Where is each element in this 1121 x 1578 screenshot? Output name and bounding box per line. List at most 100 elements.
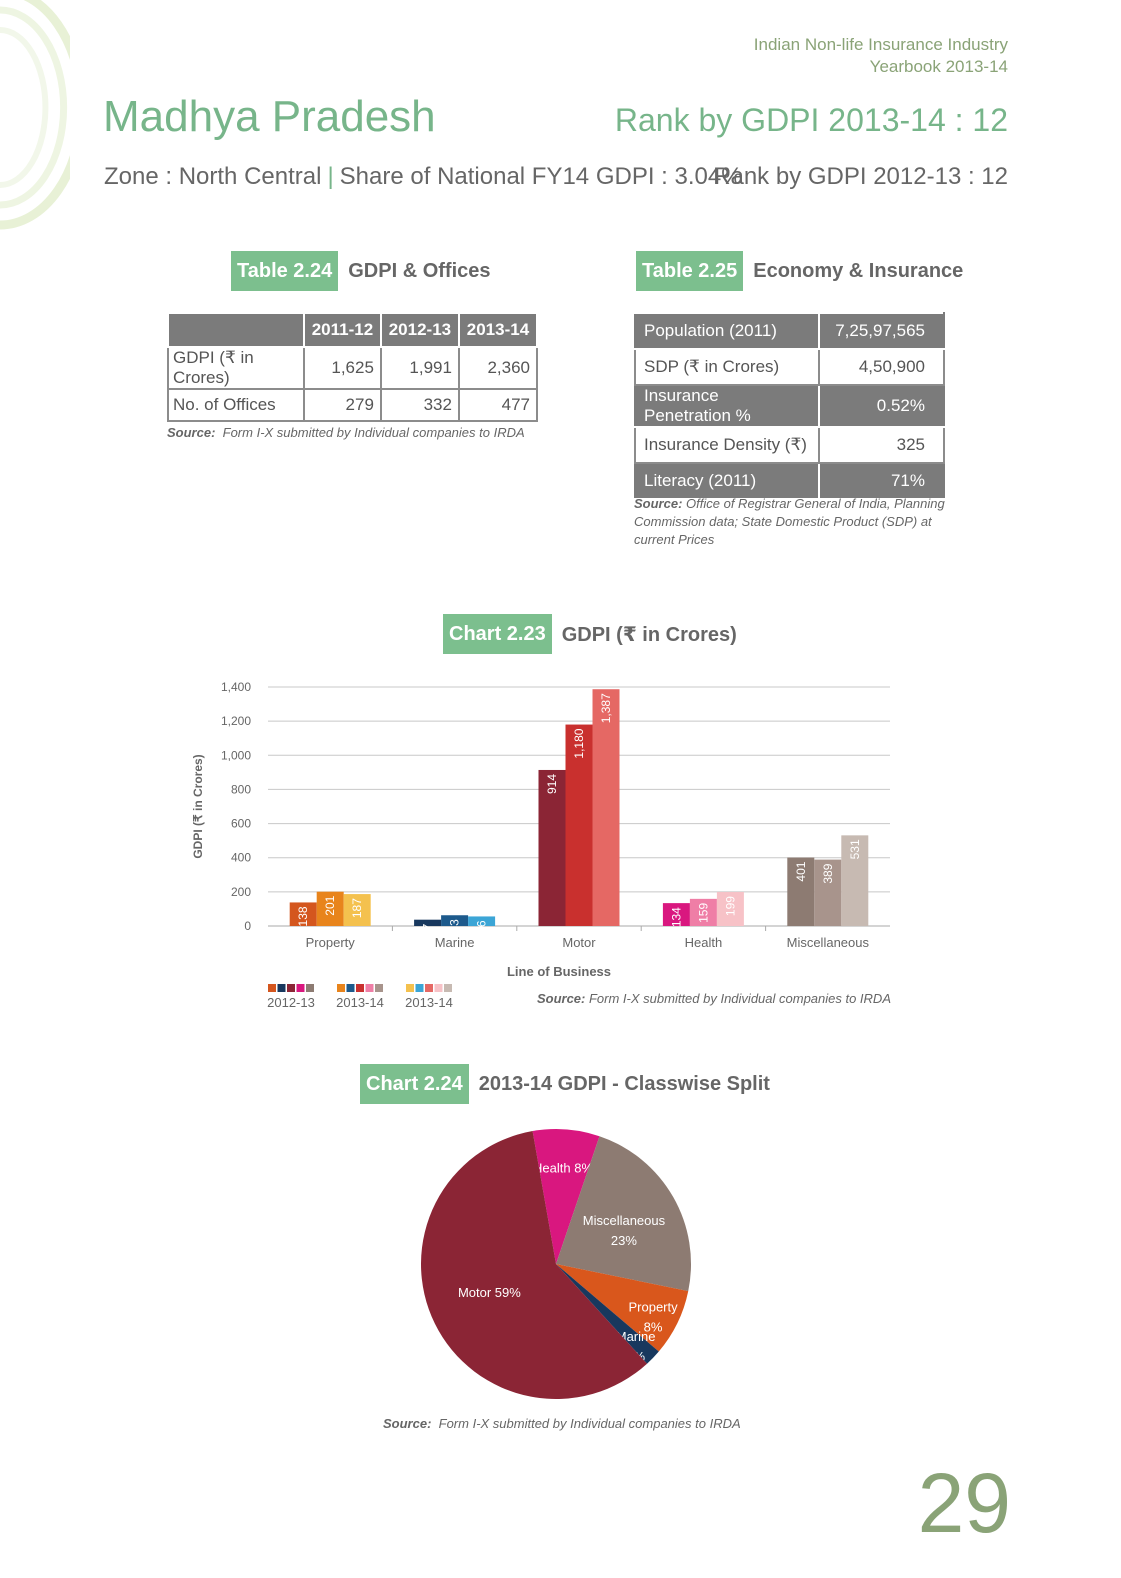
legend-swatch: [365, 984, 374, 992]
bar: [316, 891, 344, 926]
legend-swatch: [306, 984, 314, 992]
source-text: Form I-X submitted by Individual compani…: [222, 425, 525, 440]
separator: |: [327, 163, 334, 190]
table-row: Population (2011) 7,25,97,565: [634, 312, 945, 350]
bar-value-label: 134: [669, 907, 683, 927]
cell: 325: [818, 426, 945, 464]
table-header-row: 2011-12 2012-13 2013-14: [167, 312, 539, 348]
bar: [689, 898, 717, 926]
source-line-1: Office of Registrar General of India, Pl…: [686, 496, 945, 511]
legend-swatch: [346, 984, 355, 992]
row-label: No. of Offices: [167, 388, 305, 422]
publication-line-1: Indian Non-life Insurance Industry: [753, 35, 1008, 54]
table-title: Economy & Insurance: [753, 259, 964, 282]
cell: 0.52%: [818, 384, 945, 428]
x-tick-label: Property: [306, 935, 356, 950]
bar-value-label: 914: [545, 774, 559, 794]
y-axis-title: GDPI (₹ in Crores): [191, 754, 205, 858]
table-2-24-caption: Table 2.24 GDPI & Offices: [231, 251, 491, 291]
x-tick-label: Health: [685, 935, 723, 950]
x-tick-label: Motor: [562, 935, 596, 950]
table-row: Literacy (2011) 71%: [634, 462, 945, 500]
pie-slice: [420, 1131, 648, 1399]
source-line-2: Commission data; State Domestic Product …: [634, 514, 932, 529]
cell: 2,360: [457, 346, 539, 390]
legend-swatch: [406, 984, 414, 992]
bar: [592, 689, 620, 926]
pie-slice: [556, 1264, 689, 1352]
cell: 279: [303, 388, 382, 422]
legend-label: 2013-14: [405, 995, 453, 1010]
cell: 1,991: [379, 346, 460, 390]
row-label: Literacy (2011): [634, 462, 820, 500]
legend-swatch: [434, 984, 443, 992]
table-tag: Table 2.25: [636, 251, 744, 291]
source-label: Source:: [634, 496, 683, 511]
table-row: GDPI (₹ in Crores) 1,625 1,991 2,360: [167, 346, 539, 390]
state-name: Madhya Pradesh: [103, 92, 436, 141]
legend-swatch: [375, 984, 383, 992]
bar: [787, 857, 815, 926]
bar: [343, 894, 371, 926]
legend-swatch: [287, 984, 295, 992]
header-cell: [167, 312, 305, 348]
row-label: SDP (₹ in Crores): [634, 348, 820, 386]
publication-line-2: Yearbook 2013-14: [869, 57, 1008, 76]
bar-value-label: 1,180: [572, 728, 586, 758]
bar-value-label: 138: [296, 906, 310, 926]
header-cell: 2013-14: [457, 312, 539, 348]
table-tag: Table 2.24: [231, 251, 339, 291]
bar: [441, 915, 469, 926]
legend-swatch: [425, 984, 433, 992]
bar-chart-source: Source: Form I-X submitted by Individual…: [537, 991, 891, 1006]
bar: [841, 835, 869, 926]
publication-title: Indian Non-life Insurance Industry Yearb…: [754, 34, 1008, 78]
chart-title: 2013-14 GDPI - Classwise Split: [478, 1072, 770, 1095]
rank-2012-13: Rank by GDPI 2012-13 : 12: [713, 163, 1008, 190]
y-tick-label: 1,400: [221, 680, 251, 694]
row-label: Population (2011): [634, 312, 820, 350]
y-tick-label: 400: [231, 851, 251, 865]
legend-swatch: [277, 984, 286, 992]
rank-2013-14: Rank by GDPI 2013-14 : 12: [614, 102, 1008, 138]
header-cell: 2011-12: [303, 312, 382, 348]
bar: [814, 859, 842, 926]
pie-chart-source: Source: Form I-X submitted by Individual…: [383, 1415, 741, 1433]
bar: [716, 892, 744, 926]
bar: [538, 769, 566, 926]
bar-value-label: 56: [475, 920, 489, 934]
table-row: No. of Offices 279 332 477: [167, 388, 539, 422]
y-tick-label: 0: [244, 919, 251, 933]
cell: 4,50,900: [818, 348, 945, 386]
legend-swatch: [444, 984, 452, 992]
bar-value-label: 201: [323, 895, 337, 915]
y-tick-label: 200: [231, 885, 251, 899]
cell: 332: [379, 388, 460, 422]
cell: 477: [457, 388, 539, 422]
chart-2-23-caption: Chart 2.23 GDPI (₹ in Crores): [443, 614, 737, 654]
page-number: 29: [917, 1456, 1011, 1550]
pie-slice: [532, 1129, 600, 1264]
x-axis-title: Line of Business: [507, 964, 611, 979]
chart-tag: Chart 2.23: [443, 614, 552, 654]
table-2-24-source: Source: Form I-X submitted by Individual…: [167, 424, 525, 442]
pie-slice-label: Property 8%: [628, 1299, 678, 1334]
zone: Zone : North Central: [104, 163, 322, 190]
pie-slice-label: Health 8%: [533, 1160, 593, 1175]
row-label: Insurance Penetration %: [634, 384, 820, 428]
y-tick-label: 600: [231, 817, 251, 831]
table-2-25-caption: Table 2.25 Economy & Insurance: [636, 251, 963, 291]
x-tick-label: Miscellaneous: [787, 935, 870, 950]
source-label: Source:: [537, 991, 585, 1006]
gdpi-bar-chart: 0 200 400 600 800 1,000 1,200 1,400 Property 138 2…: [191, 680, 891, 1010]
chart-tag: Chart 2.24: [360, 1064, 469, 1104]
classwise-pie-chart: Health 8%Miscellaneous 23%Property 8%Marin…: [420, 1129, 691, 1399]
legend-swatch: [415, 984, 424, 992]
zone-share-line: Zone : North Central | Share of National F…: [104, 163, 743, 191]
bar-value-label: 37: [421, 923, 435, 937]
legend-label: 2013-14: [336, 995, 384, 1010]
legend-swatch: [296, 984, 305, 992]
legend-swatch: [268, 984, 276, 992]
legend-swatch: [356, 984, 364, 992]
pie-slice: [556, 1264, 659, 1364]
